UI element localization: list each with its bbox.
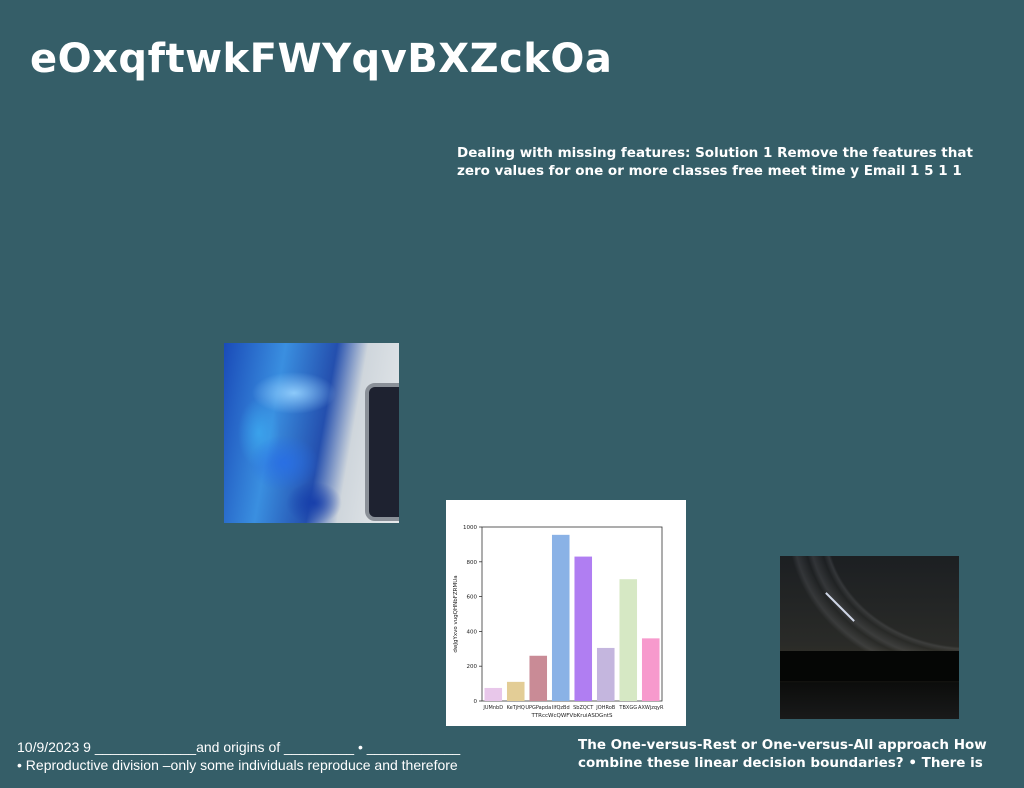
treeline-graphic [780,651,959,681]
y-tick-label: 400 [467,629,478,635]
y-tick-label: 600 [467,595,478,601]
bar [619,579,638,701]
bar-chart-image: 0 200 400 600 800 1000 JUMnbD KeTjHQ UPGPapda Ilf… [446,500,686,726]
bottom-right-text-line: combine these linear decision boundaries… [578,755,983,771]
night-sky-photo [780,556,959,719]
bar [596,647,615,701]
coffee-cup-graphic [365,383,399,521]
top-text-line: Dealing with missing features: Solution … [457,145,973,161]
x-axis-label: TTRccWcQWFVbKruiASDGntS [531,713,613,719]
top-text-block: Dealing with missing features: Solution … [457,144,1017,180]
top-text-line: zero values for one or more classes free… [457,163,962,179]
blue-yarn-photo [224,343,399,523]
y-tick-label: 200 [467,664,478,670]
x-tick-label: UPGPapda [525,705,551,711]
bottom-left-text-line: • Reproductive division –only some indiv… [17,757,458,773]
bar [529,655,548,701]
x-tick-label: TBXGG [618,705,637,711]
x-tick-label: AXWjzqyR [638,705,664,711]
bar [484,687,503,701]
bar [551,534,570,701]
y-tick-label: 0 [474,699,478,705]
bar [506,681,525,701]
y-axis-label: dwJgYxvo vugQHNbFZRMUa [453,575,459,652]
meteor-trail-graphic [825,592,855,622]
y-tick-label: 1000 [463,525,477,531]
y-tick-label: 800 [467,560,478,566]
x-tick-label: KeTjHQ [507,705,525,711]
x-tick-label: IlfQzBd [552,705,570,711]
bar-chart: 0 200 400 600 800 1000 JUMnbD KeTjHQ UPGPapda Ilf… [453,525,664,719]
bottom-left-text-block: 10/9/2023 9 _____________and origins of … [17,738,557,774]
bottom-left-text-line: 10/9/2023 9 _____________and origins of … [17,739,461,755]
bottom-right-text-line: The One-versus-Rest or One-versus-All ap… [578,737,987,753]
bar [574,556,593,701]
bottom-right-text-block: The One-versus-Rest or One-versus-All ap… [578,736,1024,772]
x-tick-label: SbZQCT [573,705,594,711]
plot-frame [481,526,663,702]
slide-title: eOxqftwkFWYqvBXZckOa [30,36,613,82]
x-tick-label: JUMnbD [482,705,503,711]
bar [641,638,660,701]
x-tick-label: JOHRoB [595,705,615,711]
